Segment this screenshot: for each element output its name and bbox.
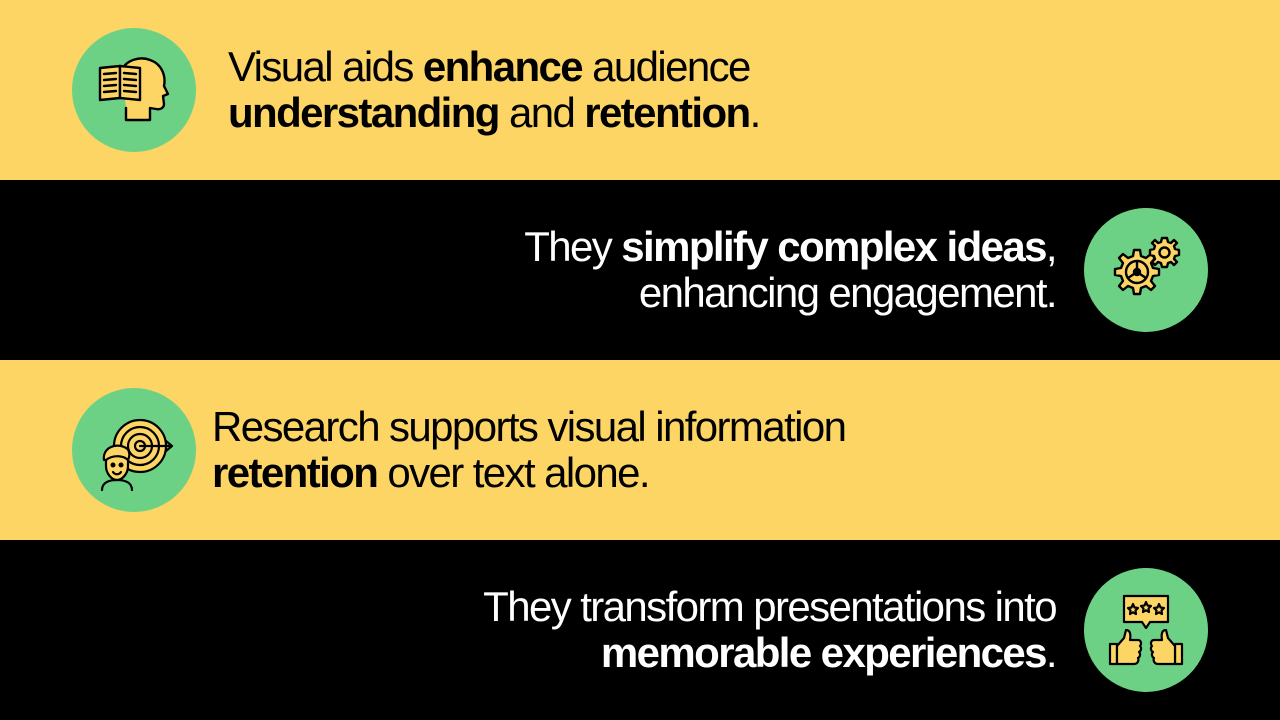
- row-3-line-2: retention over text alone.: [212, 450, 845, 496]
- row-1-text: Visual aids enhance audience understandi…: [228, 44, 762, 136]
- gears-icon: [1113, 236, 1181, 296]
- row-1-line-2: understanding and retention.: [228, 89, 762, 136]
- row-3-text: Research supports visual information ret…: [212, 403, 847, 496]
- row-1-text-plain: Visual aids: [228, 43, 423, 90]
- row-2-icon-circle: [1084, 208, 1208, 332]
- row-3-text-plain: Research supports visual information: [212, 403, 847, 450]
- row-1-text-bold: retention: [584, 89, 751, 136]
- row-3-icon-circle: [72, 388, 196, 512]
- row-1-text-plain: audience: [582, 43, 751, 90]
- row-2-text-plain: enhancing engagement.: [638, 269, 1058, 316]
- row-4-text-plain: They transform presentations into: [483, 583, 1057, 630]
- row-3-text-bold: retention: [212, 449, 379, 496]
- row-2-line-2: enhancing engagement.: [524, 269, 1058, 316]
- row-1-text-bold: enhance: [422, 43, 584, 90]
- row-3-band: Research supports visual information ret…: [0, 360, 1280, 540]
- row-2-text-bold: simplify complex ideas: [621, 223, 1047, 270]
- row-3-text-plain: over text alone.: [377, 449, 650, 496]
- book-head-icon: [98, 57, 170, 122]
- row-4-line-2: memorable experiences.: [483, 629, 1058, 676]
- row-2-line-1: They simplify complex ideas,: [524, 223, 1058, 270]
- row-1-text-plain: and: [498, 89, 585, 136]
- row-1-band: Visual aids enhance audience understandi…: [0, 0, 1280, 180]
- row-1-text-plain: .: [749, 89, 762, 136]
- person-target-icon: [100, 418, 174, 492]
- row-3-line-1: Research supports visual information: [212, 403, 847, 450]
- row-4-text: They transform presentations into memora…: [483, 583, 1058, 676]
- row-4-text-plain: .: [1045, 629, 1058, 676]
- row-4-text-bold: memorable experiences: [600, 629, 1048, 676]
- row-2-text: They simplify complex ideas, enhancing e…: [524, 223, 1058, 316]
- row-4-icon-circle: [1084, 568, 1208, 692]
- row-2-text-plain: They: [524, 223, 622, 270]
- row-1-icon-circle: [72, 28, 196, 152]
- row-2-text-plain: ,: [1045, 223, 1058, 270]
- row-4-band: They transform presentations into memora…: [0, 540, 1280, 720]
- row-1-text-bold: understanding: [228, 89, 500, 136]
- thumbs-up-rating-icon: [1108, 594, 1184, 666]
- row-1-line-1: Visual aids enhance audience: [228, 44, 760, 90]
- row-4-line-1: They transform presentations into: [483, 583, 1057, 630]
- row-2-band: They simplify complex ideas, enhancing e…: [0, 180, 1280, 360]
